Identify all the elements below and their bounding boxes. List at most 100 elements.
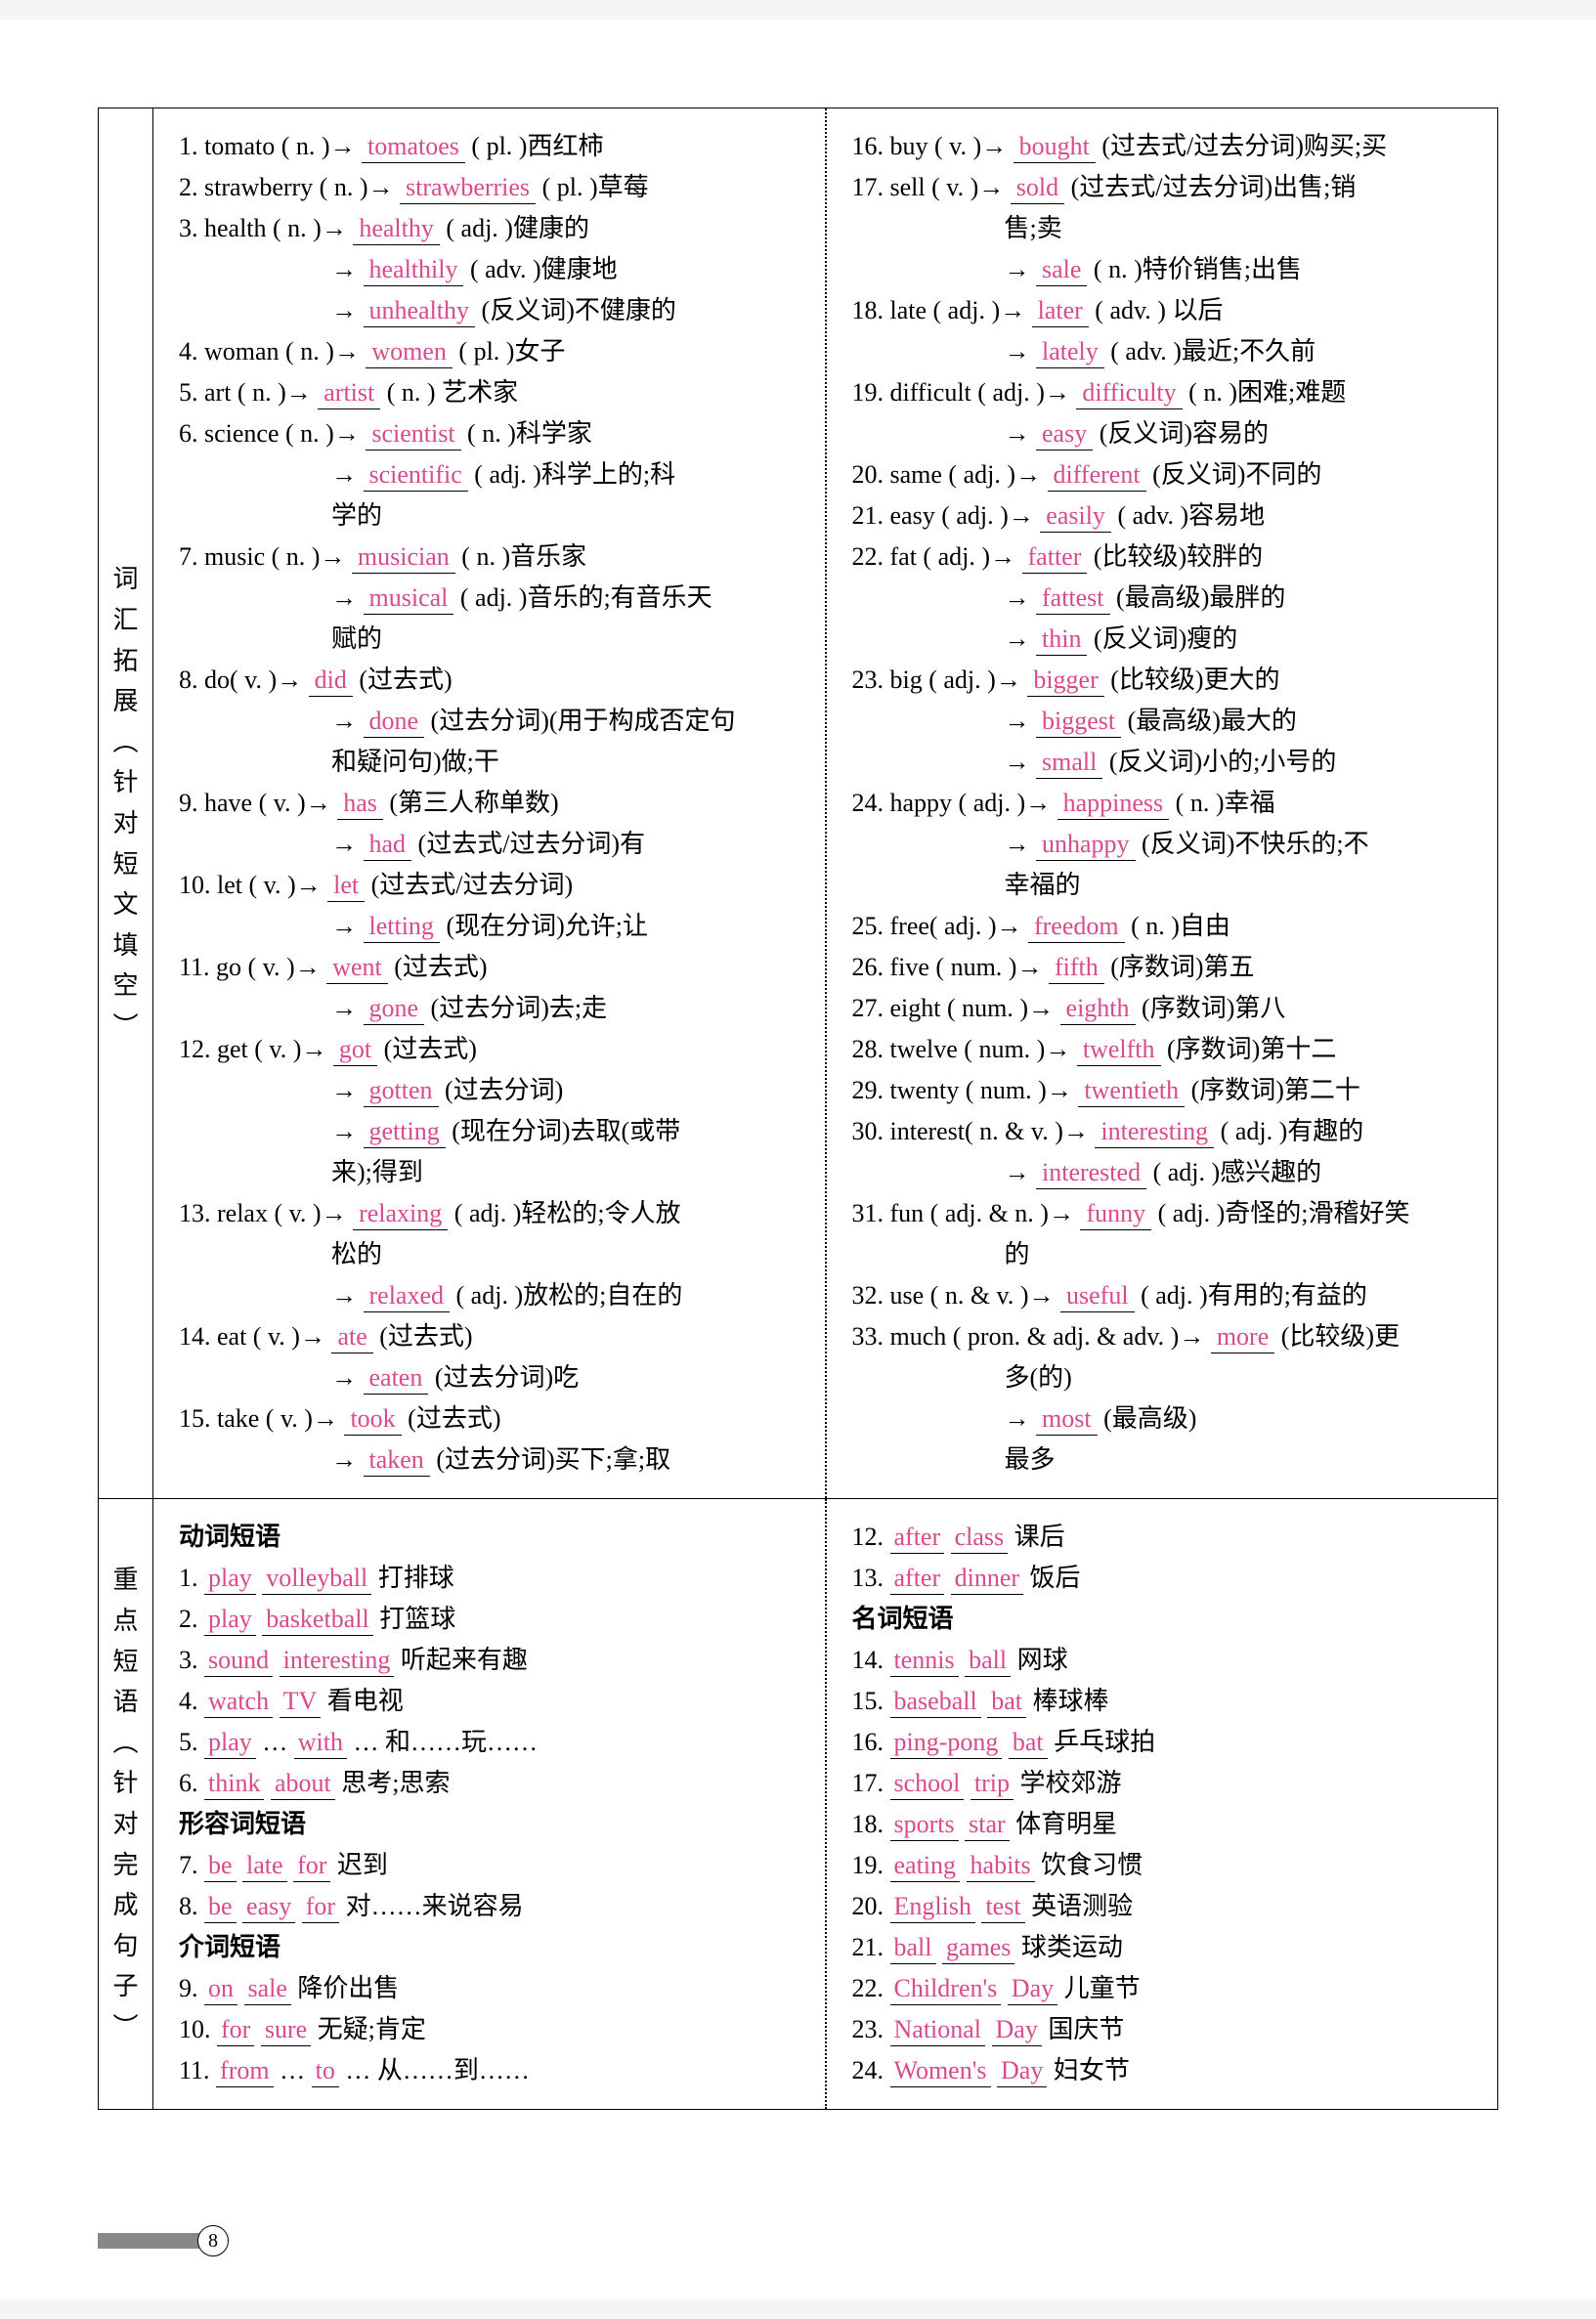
entry-number: 20. — [852, 1892, 884, 1920]
arrow-icon: → — [1009, 501, 1034, 530]
arrow-icon: → — [295, 953, 321, 981]
answer-blank: National — [890, 2014, 986, 2046]
entry-number: 31. — [852, 1199, 884, 1227]
answer-blank: most — [1036, 1403, 1098, 1436]
entry-continuation: → easy (反义词)容易的 — [852, 413, 1477, 454]
entry-number: 19. — [852, 1851, 884, 1879]
entry-continuation: 松的 — [179, 1234, 803, 1275]
entry-continuation: → relaxed ( adj. )放松的;自在的 — [179, 1275, 803, 1316]
arrow-icon: → — [1005, 830, 1030, 858]
answer-blank: healthily — [364, 254, 464, 286]
phrase-entry: 18. sports star 体育明星 — [852, 1804, 1477, 1845]
side-char: 成 — [112, 1885, 138, 1926]
entry-gloss: ( n. )幸福 — [1176, 789, 1275, 817]
arrow-icon: → — [1016, 953, 1042, 981]
phrase-entry: 13. after dinner 饭后 — [852, 1558, 1477, 1599]
entry-gloss: ( adj. )有趣的 — [1221, 1117, 1364, 1145]
answer-blank: from — [216, 2055, 274, 2087]
phrase-entry: 21. ball games 球类运动 — [852, 1927, 1477, 1968]
answer-blank: bat — [1009, 1727, 1048, 1759]
arrow-icon: → — [1063, 1117, 1089, 1145]
entry-number: 15. — [179, 1404, 211, 1433]
entry-headword: let ( v. ) — [217, 871, 296, 899]
entry-number: 13. — [852, 1564, 884, 1592]
entry-number: 8. — [179, 666, 198, 694]
entry-number: 11. — [179, 2056, 210, 2084]
answer-blank: volleyball — [262, 1563, 371, 1595]
arrow-icon: → — [1045, 1035, 1070, 1063]
entry-headword: fun ( adj. & n. ) — [890, 1199, 1049, 1227]
entry-continuation: → interested ( adj. )感兴趣的 — [852, 1152, 1477, 1193]
answer-blank: be — [204, 1850, 237, 1882]
entry-gloss: (过去分词) — [445, 1076, 563, 1104]
answer-blank: bigger — [1027, 665, 1103, 697]
mid-text: … — [262, 1728, 287, 1756]
phrase-entry: 11. from … to … 从……到…… — [179, 2050, 803, 2091]
col-right-2: 12. after class 课后13. after dinner 饭后名词短… — [827, 1499, 1498, 2109]
answer-blank: sale — [1036, 254, 1087, 286]
entry-number: 7. — [179, 542, 198, 571]
arrow-icon: → — [334, 337, 360, 365]
answer-blank: school — [890, 1768, 965, 1800]
arrow-icon: → — [301, 1035, 326, 1063]
entry-headword: sell ( v. ) — [890, 173, 979, 201]
answer-blank: ball — [965, 1645, 1011, 1677]
entry-gloss: 球类运动 — [1021, 1933, 1123, 1961]
answer-blank: went — [326, 952, 388, 984]
entry-number: 29. — [852, 1076, 884, 1104]
side-char: 汇 — [112, 600, 138, 641]
phrase-entry: 2. play basketball 打篮球 — [179, 1599, 803, 1640]
arrow-icon: → — [1029, 1281, 1055, 1310]
entry-number: 30. — [852, 1117, 884, 1145]
content-cols-2: 动词短语1. play volleyball 打排球2. play basket… — [153, 1499, 1497, 2109]
answer-blank: difficulty — [1076, 377, 1182, 409]
answer-blank: small — [1036, 747, 1102, 779]
entry-gloss: 网球 — [1017, 1646, 1068, 1674]
entry-number: 33. — [852, 1322, 884, 1351]
answer-blank: watch — [204, 1686, 273, 1718]
entry-number: 5. — [179, 1728, 198, 1756]
footer: 8 — [98, 2225, 229, 2256]
entry-gloss: 看电视 — [327, 1687, 404, 1715]
answer-blank: after — [890, 1522, 945, 1554]
entry-gloss: ( adj. )健康的 — [446, 214, 589, 242]
vocab-entry: 28. twelve ( num. )→ twelfth (序数词)第十二 — [852, 1029, 1477, 1070]
entry-number: 16. — [852, 1728, 884, 1756]
entry-number: 24. — [852, 2056, 884, 2084]
answer-blank: interested — [1036, 1157, 1146, 1189]
entry-continuation: → sale ( n. )特价销售;出售 — [852, 249, 1477, 290]
entry-number: 21. — [852, 1933, 884, 1961]
entry-headword: tomato ( n. ) — [204, 132, 330, 160]
vocab-entry: 12. get ( v. )→ got (过去式) — [179, 1029, 803, 1070]
content-cols-1: 1. tomato ( n. )→ tomatoes ( pl. )西红柿2. … — [153, 108, 1497, 1498]
entry-gloss: (现在分词)允许;让 — [446, 912, 648, 940]
answer-blank: scientist — [366, 418, 460, 451]
answer-blank: happiness — [1057, 788, 1170, 820]
answer-blank: different — [1048, 459, 1146, 492]
arrow-icon: → — [320, 542, 345, 571]
answer-blank: getting — [364, 1116, 446, 1148]
side-char: 空 — [112, 966, 138, 1007]
sub-heading: 介词短语 — [179, 1927, 803, 1968]
entry-number: 32. — [852, 1281, 884, 1310]
entry-gloss: ( adj. )音乐的;有音乐天 — [460, 583, 712, 612]
answer-blank: eaten — [364, 1362, 429, 1395]
phrase-entry: 7. be late for 迟到 — [179, 1845, 803, 1886]
page-number: 8 — [197, 2225, 229, 2256]
side-char: 完 — [112, 1845, 138, 1886]
entry-gloss: 饮食习惯 — [1041, 1851, 1143, 1879]
entry-number: 19. — [852, 378, 884, 407]
entry-number: 22. — [852, 1974, 884, 2002]
side-char: 短 — [112, 844, 138, 885]
entry-number: 2. — [179, 173, 198, 201]
answer-blank: eating — [890, 1850, 961, 1882]
answer-blank: useful — [1060, 1280, 1135, 1312]
answer-blank: eighth — [1060, 993, 1136, 1025]
entry-number: 13. — [179, 1199, 211, 1227]
side-char: ︵ — [112, 722, 138, 763]
side-char: 点 — [112, 1601, 138, 1642]
answer-blank: trip — [971, 1768, 1014, 1800]
answer-blank: English — [890, 1891, 975, 1923]
vocab-entry: 24. happy ( adj. )→ happiness ( n. )幸福 — [852, 783, 1477, 824]
answer-blank: freedom — [1028, 911, 1125, 943]
